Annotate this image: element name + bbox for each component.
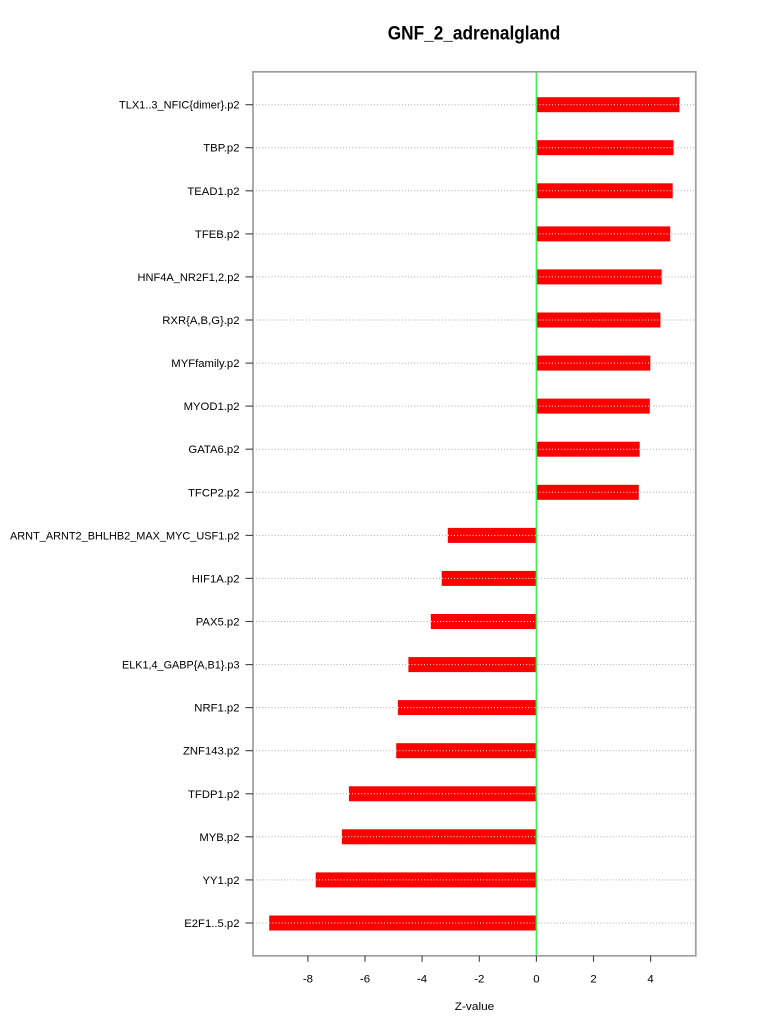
svg-text:Z-value: Z-value	[455, 1001, 495, 1013]
svg-text:MYB.p2: MYB.p2	[199, 832, 239, 844]
svg-text:ZNF143.p2: ZNF143.p2	[183, 746, 240, 758]
svg-text:RXR{A,B,G}.p2: RXR{A,B,G}.p2	[162, 315, 239, 327]
svg-text:TEAD1.p2: TEAD1.p2	[187, 186, 239, 198]
svg-text:GNF_2_adrenalgland: GNF_2_adrenalgland	[388, 23, 561, 44]
svg-text:TBP.p2: TBP.p2	[203, 143, 239, 155]
svg-text:GATA6.p2: GATA6.p2	[188, 444, 239, 456]
svg-text:-4: -4	[417, 973, 427, 985]
svg-text:-2: -2	[474, 973, 484, 985]
svg-text:TLX1..3_NFIC{dimer}.p2: TLX1..3_NFIC{dimer}.p2	[119, 100, 240, 112]
svg-text:HIF1A.p2: HIF1A.p2	[192, 573, 240, 585]
svg-text:MYFfamily.p2: MYFfamily.p2	[171, 358, 239, 370]
svg-text:PAX5.p2: PAX5.p2	[196, 617, 240, 629]
svg-text:YY1.p2: YY1.p2	[202, 875, 239, 887]
svg-text:-8: -8	[303, 973, 313, 985]
svg-text:E2F1..5.p2: E2F1..5.p2	[184, 918, 239, 930]
svg-text:0: 0	[533, 973, 539, 985]
svg-text:NRF1.p2: NRF1.p2	[194, 703, 239, 715]
svg-text:TFEB.p2: TFEB.p2	[195, 229, 240, 241]
svg-text:2: 2	[590, 973, 596, 985]
svg-text:TFCP2.p2: TFCP2.p2	[188, 487, 239, 499]
svg-text:ELK1,4_GABP{A,B1}.p3: ELK1,4_GABP{A,B1}.p3	[122, 660, 240, 672]
svg-text:ARNT_ARNT2_BHLHB2_MAX_MYC_USF1: ARNT_ARNT2_BHLHB2_MAX_MYC_USF1.p2	[10, 530, 240, 542]
svg-text:MYOD1.p2: MYOD1.p2	[184, 401, 240, 413]
svg-text:4: 4	[647, 973, 653, 985]
svg-text:-6: -6	[360, 973, 370, 985]
svg-text:HNF4A_NR2F1,2.p2: HNF4A_NR2F1,2.p2	[138, 272, 240, 284]
svg-text:TFDP1.p2: TFDP1.p2	[188, 789, 239, 801]
